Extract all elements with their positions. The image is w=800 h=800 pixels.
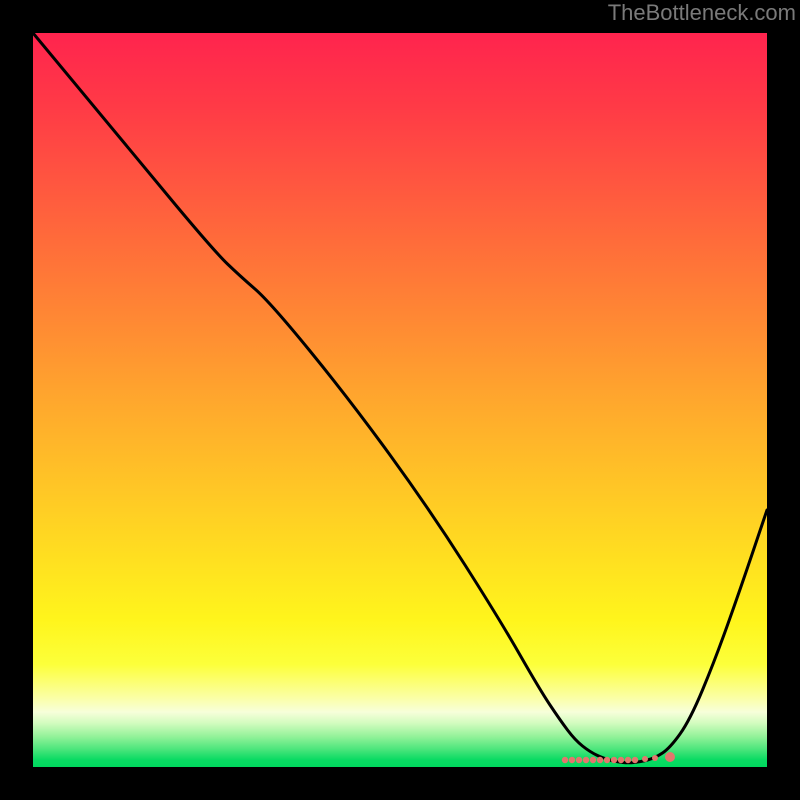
- marker-dot: [604, 757, 610, 763]
- marker-dot: [632, 757, 638, 763]
- marker-dot: [618, 757, 624, 763]
- marker-dot: [642, 756, 648, 762]
- marker-dot: [652, 755, 658, 761]
- marker-dot: [597, 757, 603, 763]
- marker-dot: [562, 757, 568, 763]
- marker-dot: [576, 757, 582, 763]
- bottleneck-chart: [0, 0, 800, 800]
- gradient-background: [33, 33, 767, 767]
- marker-dot: [625, 757, 631, 763]
- marker-dot: [569, 757, 575, 763]
- figure-root: { "attribution": "TheBottleneck.com", "c…: [0, 0, 800, 800]
- marker-dot: [665, 752, 675, 762]
- marker-dot: [611, 757, 617, 763]
- marker-dot: [590, 757, 596, 763]
- marker-dot: [583, 757, 589, 763]
